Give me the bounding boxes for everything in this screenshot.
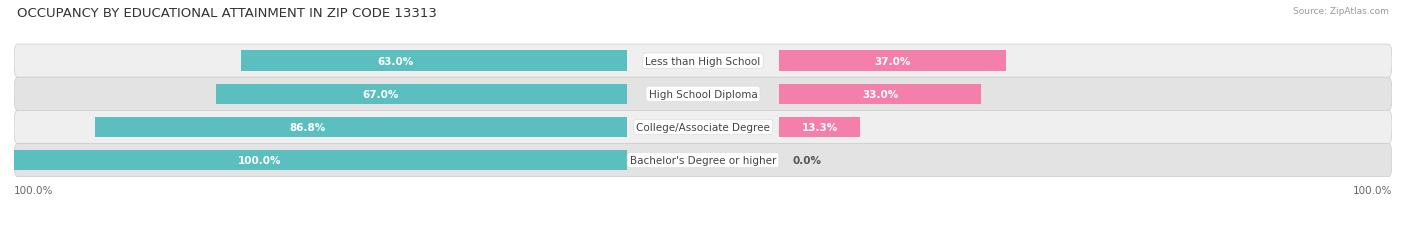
- FancyBboxPatch shape: [14, 45, 1392, 78]
- Bar: [779, 117, 860, 138]
- FancyBboxPatch shape: [14, 111, 1392, 144]
- Text: 13.3%: 13.3%: [801, 122, 838, 132]
- Text: 67.0%: 67.0%: [363, 89, 399, 99]
- Text: 0.0%: 0.0%: [793, 155, 821, 165]
- Text: 86.8%: 86.8%: [290, 122, 326, 132]
- Bar: [779, 51, 1005, 72]
- Bar: [14, 150, 627, 171]
- Bar: [779, 84, 981, 105]
- Text: High School Diploma: High School Diploma: [648, 89, 758, 99]
- Text: 37.0%: 37.0%: [875, 56, 911, 66]
- Bar: [96, 117, 627, 138]
- Text: Less than High School: Less than High School: [645, 56, 761, 66]
- Bar: [217, 84, 627, 105]
- FancyBboxPatch shape: [14, 144, 1392, 177]
- Text: College/Associate Degree: College/Associate Degree: [636, 122, 770, 132]
- Text: Bachelor's Degree or higher: Bachelor's Degree or higher: [630, 155, 776, 165]
- Bar: [240, 51, 627, 72]
- FancyBboxPatch shape: [14, 78, 1392, 111]
- Text: Source: ZipAtlas.com: Source: ZipAtlas.com: [1294, 7, 1389, 16]
- Text: 100.0%: 100.0%: [1353, 185, 1392, 195]
- Text: OCCUPANCY BY EDUCATIONAL ATTAINMENT IN ZIP CODE 13313: OCCUPANCY BY EDUCATIONAL ATTAINMENT IN Z…: [17, 7, 437, 20]
- Text: 33.0%: 33.0%: [862, 89, 898, 99]
- Text: 100.0%: 100.0%: [14, 185, 53, 195]
- Text: 63.0%: 63.0%: [377, 56, 413, 66]
- Text: 100.0%: 100.0%: [238, 155, 281, 165]
